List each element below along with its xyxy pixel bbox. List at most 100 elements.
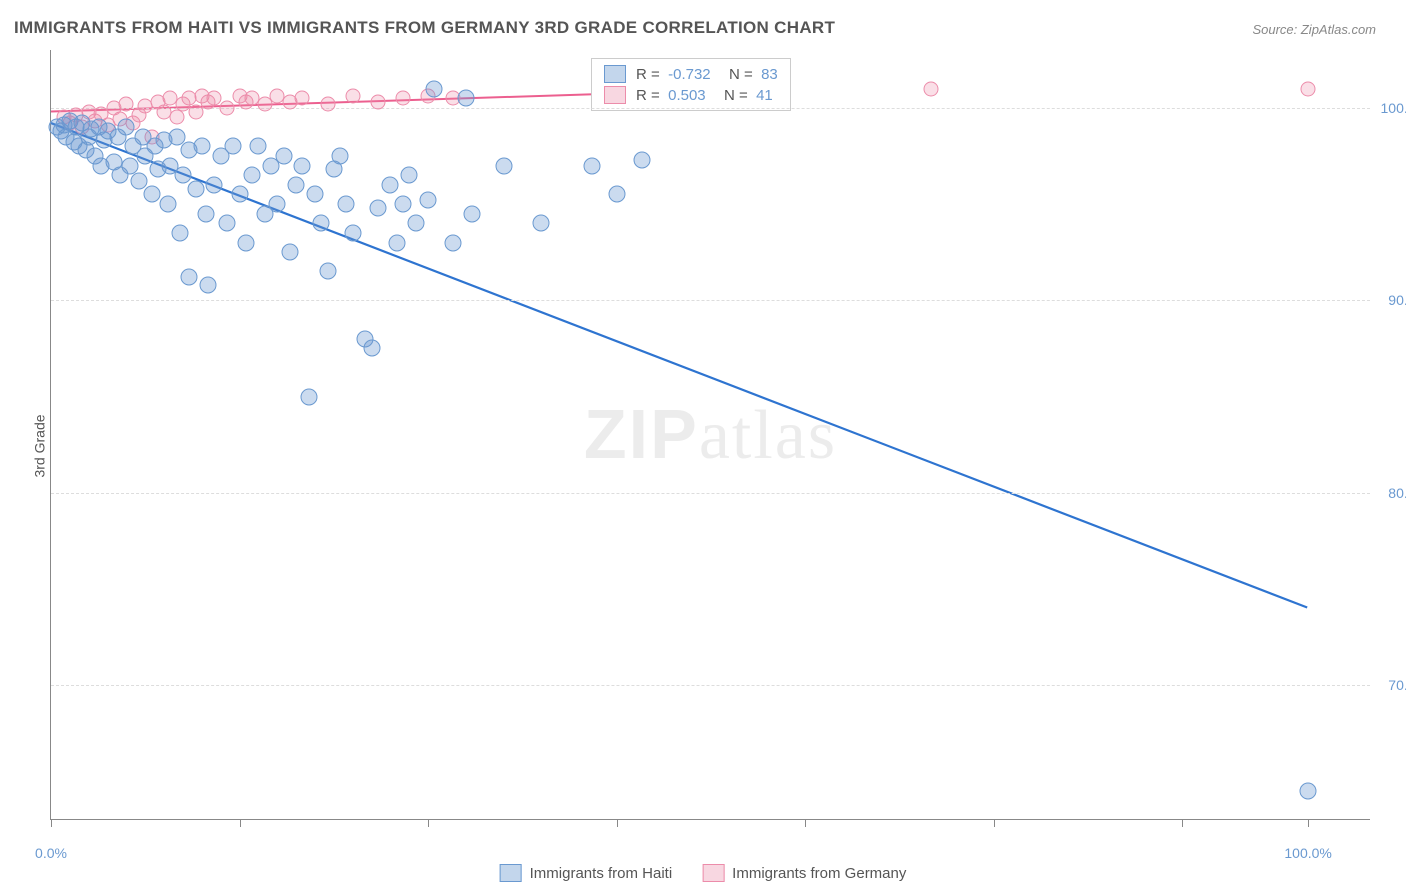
data-point-haiti [313,215,330,232]
x-tick [51,819,52,827]
data-point-haiti [338,196,355,213]
stat-n: N = 41 [716,87,773,104]
data-point-haiti [244,167,261,184]
scatter-plot: ZIPatlas R = -0.732 N = 83 R = 0.503 N = … [50,50,1370,820]
data-point-germany [345,89,360,104]
data-point-haiti [464,205,481,222]
data-point-haiti [175,167,192,184]
data-point-germany [1301,81,1316,96]
gridline-h [51,300,1370,301]
x-tick [1182,819,1183,827]
stat-n: N = 83 [721,66,778,83]
data-point-haiti [122,157,139,174]
x-tick-label: 0.0% [35,845,67,861]
legend-swatch [604,65,626,83]
legend-swatch [702,864,724,882]
watermark-zip: ZIP [584,395,699,473]
data-point-haiti [181,269,198,286]
data-point-haiti [187,180,204,197]
trend-lines [51,50,1370,819]
data-point-haiti [231,186,248,203]
y-tick-label: 100.0% [1381,100,1406,116]
data-point-haiti [237,234,254,251]
x-tick-label: 100.0% [1284,845,1331,861]
gridline-h [51,685,1370,686]
gridline-h [51,493,1370,494]
x-tick [240,819,241,827]
data-point-haiti [633,151,650,168]
data-point-haiti [426,80,443,97]
data-point-haiti [200,276,217,293]
data-point-haiti [294,157,311,174]
y-axis-label: 3rd Grade [32,414,48,477]
data-point-germany [924,81,939,96]
data-point-haiti [275,147,292,164]
x-tick [1308,819,1309,827]
data-point-haiti [319,263,336,280]
data-point-haiti [193,138,210,155]
data-point-haiti [401,167,418,184]
watermark: ZIPatlas [584,394,837,476]
source-attribution: Source: ZipAtlas.com [1252,22,1376,37]
data-point-haiti [363,340,380,357]
data-point-haiti [118,119,135,136]
data-point-haiti [1300,783,1317,800]
data-point-haiti [288,176,305,193]
data-point-haiti [300,388,317,405]
data-point-germany [320,96,335,111]
data-point-haiti [332,147,349,164]
data-point-germany [220,100,235,115]
legend-swatch [604,86,626,104]
data-point-haiti [420,192,437,209]
stat-r: R = 0.503 [636,87,706,104]
watermark-atlas: atlas [699,397,837,474]
data-point-haiti [159,196,176,213]
data-point-haiti [395,196,412,213]
data-point-haiti [388,234,405,251]
legend-label: Immigrants from Haiti [530,865,673,882]
data-point-haiti [369,199,386,216]
x-tick [994,819,995,827]
data-point-germany [396,91,411,106]
chart-title: IMMIGRANTS FROM HAITI VS IMMIGRANTS FROM… [14,18,835,38]
data-point-germany [370,94,385,109]
data-point-germany [295,91,310,106]
data-point-germany [169,110,184,125]
data-point-haiti [344,224,361,241]
data-point-haiti [495,157,512,174]
data-point-haiti [206,176,223,193]
legend-label: Immigrants from Germany [732,865,906,882]
y-tick-label: 70.0% [1388,677,1406,693]
data-point-haiti [269,196,286,213]
legend-swatch [500,864,522,882]
data-point-germany [188,104,203,119]
legend-item: Immigrants from Germany [702,864,906,882]
data-point-haiti [533,215,550,232]
data-point-haiti [197,205,214,222]
x-tick [428,819,429,827]
data-point-haiti [382,176,399,193]
data-point-haiti [307,186,324,203]
data-point-haiti [225,138,242,155]
stat-r: R = -0.732 [636,66,711,83]
data-point-germany [119,96,134,111]
data-point-haiti [608,186,625,203]
data-point-haiti [457,90,474,107]
stats-legend: R = -0.732 N = 83 R = 0.503 N = 41 [591,58,791,111]
data-point-haiti [583,157,600,174]
x-tick [617,819,618,827]
legend-item: Immigrants from Haiti [500,864,673,882]
x-tick [805,819,806,827]
series-legend: Immigrants from Haiti Immigrants from Ger… [500,864,907,882]
data-point-haiti [172,224,189,241]
data-point-haiti [131,172,148,189]
data-point-haiti [168,128,185,145]
data-point-haiti [445,234,462,251]
y-tick-label: 80.0% [1388,485,1406,501]
stats-legend-row: R = -0.732 N = 83 [604,65,778,83]
data-point-haiti [143,186,160,203]
data-point-haiti [219,215,236,232]
data-point-haiti [407,215,424,232]
data-point-haiti [250,138,267,155]
data-point-haiti [281,244,298,261]
